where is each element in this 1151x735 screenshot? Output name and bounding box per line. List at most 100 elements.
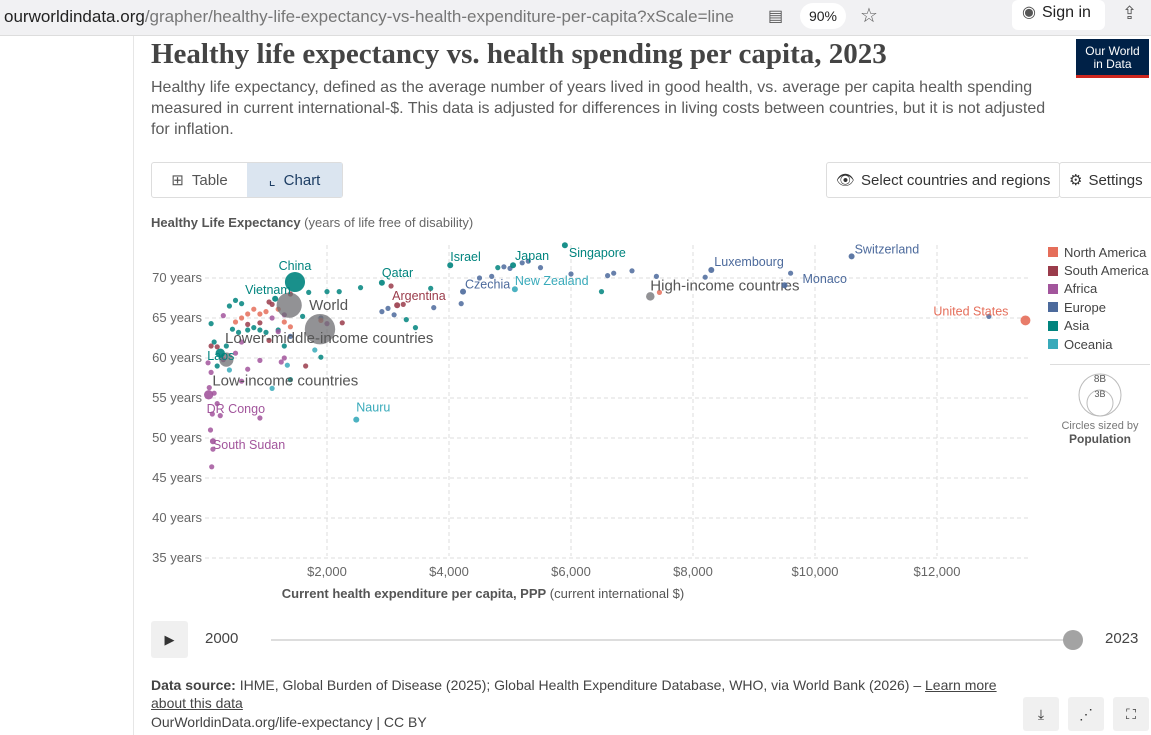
data-point[interactable]: [476, 275, 483, 281]
data-point-vietnam[interactable]: [272, 295, 279, 302]
sign-in-button[interactable]: ◉ Sign in: [1012, 0, 1105, 30]
data-point[interactable]: [214, 401, 220, 407]
data-point[interactable]: [306, 289, 312, 295]
data-point[interactable]: [207, 427, 214, 433]
data-point[interactable]: [214, 363, 220, 369]
data-point-czechia[interactable]: [460, 288, 467, 295]
data-point[interactable]: [205, 360, 211, 366]
data-point[interactable]: [217, 413, 223, 419]
data-point[interactable]: [266, 337, 272, 343]
data-point-israel[interactable]: [447, 262, 454, 269]
data-point-luxembourg[interactable]: [708, 267, 715, 273]
download-button[interactable]: ⤓: [1023, 697, 1059, 731]
data-point[interactable]: [702, 274, 708, 280]
data-point-japan[interactable]: [510, 262, 517, 269]
reader-mode-icon[interactable]: ▤: [768, 8, 784, 25]
fullscreen-button[interactable]: ⛶: [1113, 697, 1149, 731]
data-point[interactable]: [300, 313, 306, 319]
browser-address-bar[interactable]: ourworldindata.org/grapher/healthy-life-…: [0, 0, 1151, 36]
data-point-dr-congo[interactable]: [204, 390, 214, 400]
data-point[interactable]: [339, 320, 345, 326]
data-point[interactable]: [245, 366, 251, 372]
data-point[interactable]: [501, 264, 507, 270]
timeline-track[interactable]: [271, 639, 1071, 641]
data-point[interactable]: [210, 446, 216, 452]
data-point[interactable]: [391, 312, 397, 318]
data-point-new-zealand[interactable]: [511, 286, 518, 293]
data-point[interactable]: [287, 324, 293, 330]
data-point[interactable]: [208, 343, 214, 349]
data-point[interactable]: [206, 385, 212, 391]
settings-button[interactable]: ⚙ Settings: [1059, 162, 1151, 198]
data-point[interactable]: [431, 305, 437, 311]
data-point[interactable]: [245, 321, 251, 327]
data-point[interactable]: [209, 464, 215, 470]
data-point[interactable]: [245, 327, 251, 333]
data-point-laos[interactable]: [215, 348, 225, 358]
legend-item[interactable]: Oceania: [1048, 335, 1149, 353]
zoom-level[interactable]: 90%: [800, 3, 846, 29]
legend-item[interactable]: Africa: [1048, 280, 1149, 298]
owid-logo[interactable]: Our World in Data: [1076, 39, 1149, 78]
data-point[interactable]: [257, 320, 263, 326]
tab-table[interactable]: ⊞ Table: [152, 163, 247, 197]
data-point[interactable]: [598, 289, 605, 295]
data-point[interactable]: [257, 357, 263, 363]
data-point[interactable]: [251, 306, 257, 312]
data-point[interactable]: [357, 285, 364, 291]
data-point[interactable]: [263, 309, 269, 315]
data-point[interactable]: [629, 268, 635, 274]
data-point[interactable]: [303, 363, 309, 369]
data-point[interactable]: [287, 377, 293, 383]
data-point[interactable]: [208, 321, 214, 327]
data-point[interactable]: [239, 378, 245, 384]
legend-item[interactable]: Asia: [1048, 317, 1149, 335]
data-point-singapore[interactable]: [561, 242, 568, 249]
tab-chart[interactable]: ⌞ Chart: [247, 163, 342, 197]
data-point[interactable]: [214, 344, 220, 350]
data-point-high-income-countries[interactable]: [646, 292, 655, 301]
learn-more-link[interactable]: Learn more about this data: [151, 677, 997, 711]
data-point[interactable]: [257, 415, 263, 421]
data-point[interactable]: [269, 385, 275, 391]
data-point[interactable]: [312, 347, 318, 353]
data-point[interactable]: [986, 313, 992, 319]
bookmark-star-icon[interactable]: ☆: [860, 5, 878, 27]
share-button[interactable]: ⋰: [1068, 697, 1104, 731]
data-point[interactable]: [269, 301, 275, 307]
data-point[interactable]: [605, 273, 611, 279]
data-point-united-states[interactable]: [1020, 315, 1031, 326]
data-point[interactable]: [275, 329, 281, 335]
data-point[interactable]: [537, 265, 544, 271]
data-point[interactable]: [611, 270, 617, 276]
data-point[interactable]: [284, 362, 290, 368]
data-point[interactable]: [269, 315, 275, 321]
data-point[interactable]: [263, 329, 269, 335]
data-point[interactable]: [653, 273, 659, 279]
legend-item[interactable]: Europe: [1048, 298, 1149, 316]
data-point[interactable]: [281, 355, 287, 361]
data-point[interactable]: [388, 283, 394, 289]
timeline-handle[interactable]: [1063, 630, 1083, 650]
data-point-argentina[interactable]: [394, 302, 401, 309]
data-point[interactable]: [385, 305, 391, 311]
data-point[interactable]: [257, 311, 263, 317]
url-field[interactable]: ourworldindata.org/grapher/healthy-life-…: [4, 7, 734, 26]
data-point[interactable]: [278, 359, 284, 365]
data-point[interactable]: [232, 350, 239, 356]
data-point[interactable]: [519, 260, 525, 266]
share-icon[interactable]: ⇪: [1122, 3, 1138, 23]
data-point[interactable]: [324, 289, 330, 295]
data-point[interactable]: [428, 285, 434, 291]
data-point-south-sudan[interactable]: [209, 438, 216, 445]
data-point[interactable]: [257, 327, 263, 333]
legend-item[interactable]: North America: [1048, 243, 1149, 261]
data-point[interactable]: [229, 326, 236, 332]
data-point[interactable]: [226, 303, 232, 309]
play-button[interactable]: ▶: [151, 621, 188, 658]
data-point[interactable]: [656, 289, 663, 295]
data-point-world[interactable]: [276, 292, 302, 318]
select-countries-button[interactable]: 👁 Select countries and regions: [826, 162, 1061, 198]
data-point[interactable]: [208, 369, 214, 375]
data-point[interactable]: [336, 289, 342, 295]
